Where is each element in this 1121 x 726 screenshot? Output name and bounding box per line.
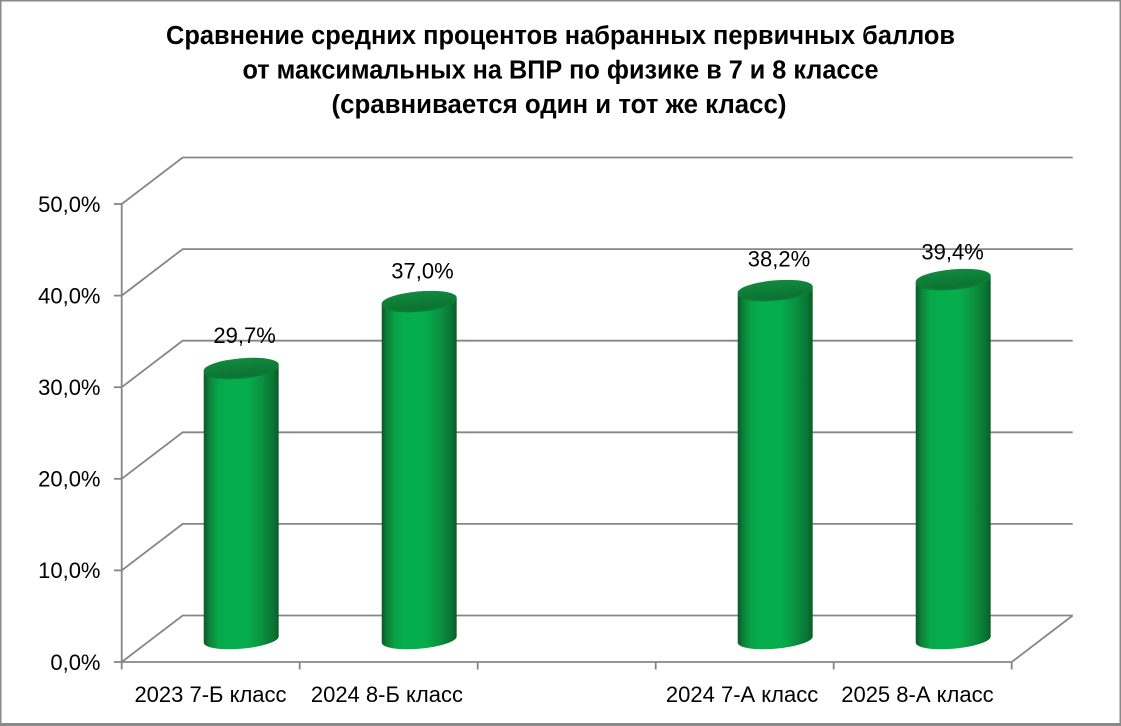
svg-text:20,0%: 20,0% <box>38 467 100 492</box>
svg-text:2024 8-Б класс: 2024 8-Б класс <box>311 682 463 707</box>
svg-text:2025 8-А класс: 2025 8-А класс <box>841 682 993 707</box>
svg-text:39,4%: 39,4% <box>921 239 983 264</box>
svg-text:от максимальных на ВПР по физи: от максимальных на ВПР по физике в 7 и 8… <box>243 54 879 84</box>
svg-text:10,0%: 10,0% <box>38 558 100 583</box>
svg-text:0,0%: 0,0% <box>50 650 100 675</box>
svg-text:Сравнение средних процентов на: Сравнение средних процентов набранных пе… <box>166 20 955 50</box>
svg-text:2024 7-А класс: 2024 7-А класс <box>666 682 818 707</box>
svg-text:(сравнивается один и тот же к: (сравнивается один и тот же класс) <box>332 89 787 119</box>
svg-text:50,0%: 50,0% <box>38 192 100 217</box>
svg-text:30,0%: 30,0% <box>38 375 100 400</box>
svg-text:40,0%: 40,0% <box>38 283 100 308</box>
svg-text:38,2%: 38,2% <box>748 247 810 272</box>
svg-text:37,0%: 37,0% <box>391 258 453 283</box>
svg-text:2023 7-Б класс: 2023 7-Б класс <box>134 682 286 707</box>
svg-text:29,7%: 29,7% <box>213 323 275 348</box>
